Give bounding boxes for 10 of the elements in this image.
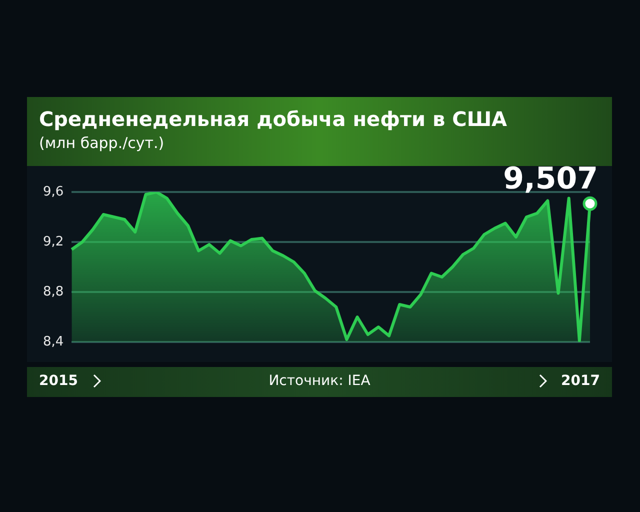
annotation: 9,507 — [503, 161, 598, 196]
chart-title: Средненедельная добыча нефти в США — [39, 107, 508, 131]
y-tick-label: 9,2 — [42, 234, 64, 250]
text: Источник: IEA — [268, 373, 370, 389]
text: 2015 — [39, 373, 78, 389]
chart-subtitle: (млн барр./сут.) — [39, 134, 166, 152]
y-tick-label: 9,6 — [42, 184, 64, 200]
y-tick-label: 8,4 — [42, 334, 64, 350]
text: 2017 — [561, 373, 600, 389]
y-tick-label: 8,8 — [42, 284, 64, 300]
